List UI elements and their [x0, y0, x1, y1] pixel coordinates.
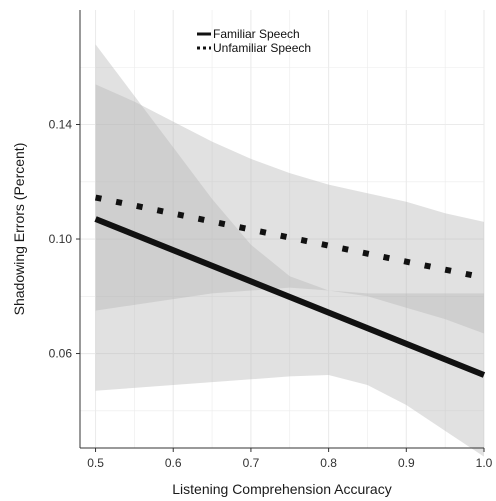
x-tick-label: 0.6: [165, 456, 182, 470]
x-axis-title: Listening Comprehension Accuracy: [172, 481, 391, 497]
x-tick-label: 0.9: [398, 456, 415, 470]
y-tick-label: 0.10: [49, 232, 73, 246]
legend-label-unfamiliar-speech: Unfamiliar Speech: [213, 41, 311, 55]
x-tick-label: 0.5: [87, 456, 104, 470]
legend-label-familiar-speech: Familiar Speech: [213, 27, 300, 41]
x-tick-label: 1.0: [476, 456, 493, 470]
legend: Familiar Speech Unfamiliar Speech: [197, 27, 311, 55]
series-line-unfamiliar-speech: [94, 194, 485, 281]
y-axis-title: Shadowing Errors (Percent): [11, 143, 27, 316]
tick-labels: 0.5 0.6 0.7 0.8 0.9 1.0 0.06 0.10 0.14: [49, 118, 493, 470]
axes: [79, 10, 484, 449]
y-tick-label: 0.14: [49, 118, 73, 132]
confidence-ribbons: [95, 44, 485, 457]
x-tick-label: 0.8: [320, 456, 337, 470]
ci-ribbon-familiar-speech: [95, 44, 485, 457]
plot-panel: [80, 10, 484, 448]
grid-lines: [80, 10, 485, 448]
ci-ribbon-unfamiliar-speech: [95, 84, 485, 334]
y-tick-label: 0.06: [49, 347, 73, 361]
x-tick-label: 0.7: [243, 456, 260, 470]
series-lines: [94, 194, 486, 378]
series-line-familiar-speech: [94, 216, 486, 378]
